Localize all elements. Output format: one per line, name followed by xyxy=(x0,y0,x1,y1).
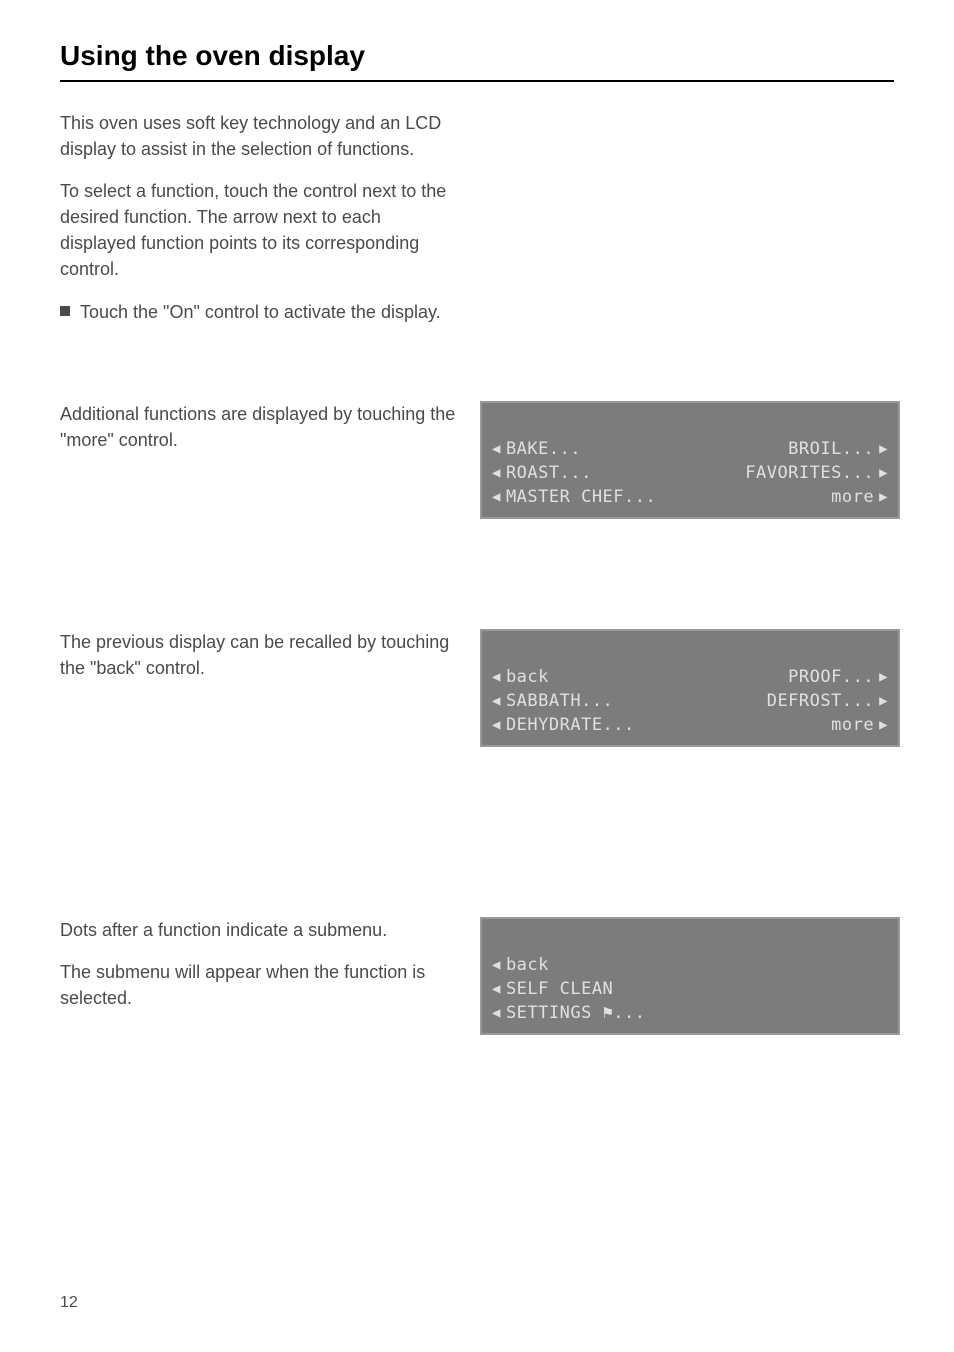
arrow-right-icon: ▶ xyxy=(879,465,888,481)
lcd-label: more xyxy=(831,487,874,507)
arrow-right-icon: ▶ xyxy=(879,717,888,733)
intro-section: This oven uses soft key technology and a… xyxy=(60,110,894,341)
section2-display-col: ◀ back PROOF... ▶ ◀ SABBATH... DEFROST..… xyxy=(480,629,900,747)
lcd-item-master-chef[interactable]: ◀ MASTER CHEF... xyxy=(492,487,656,507)
title-divider xyxy=(60,80,894,82)
lcd-item-settings[interactable]: ◀ SETTINGS ⚑... xyxy=(492,1003,646,1023)
lcd-item-bake[interactable]: ◀ BAKE... xyxy=(492,439,581,459)
lcd-row: ◀ MASTER CHEF... more ▶ xyxy=(492,485,888,509)
section-more-functions: Additional functions are displayed by to… xyxy=(60,401,894,519)
section3-paragraph-1: Dots after a function indicate a submenu… xyxy=(60,917,460,943)
lcd-row: ◀ DEHYDRATE... more ▶ xyxy=(492,713,888,737)
lcd-row: ◀ SETTINGS ⚑... xyxy=(492,1001,888,1025)
lcd-panel-1: ◀ BAKE... BROIL... ▶ ◀ ROAST... FAVORITE… xyxy=(480,401,900,519)
lcd-row: ◀ back PROOF... ▶ xyxy=(492,665,888,689)
content-area: This oven uses soft key technology and a… xyxy=(60,110,894,1055)
lcd-item-back[interactable]: ◀ back xyxy=(492,667,549,687)
arrow-right-icon: ▶ xyxy=(879,669,888,685)
intro-paragraph-1: This oven uses soft key technology and a… xyxy=(60,110,460,162)
arrow-left-icon: ◀ xyxy=(492,1005,501,1021)
lcd-label: BROIL... xyxy=(788,439,874,459)
lcd-item-sabbath[interactable]: ◀ SABBATH... xyxy=(492,691,613,711)
section1-display-col: ◀ BAKE... BROIL... ▶ ◀ ROAST... FAVORITE… xyxy=(480,401,900,519)
lcd-label: back xyxy=(506,667,549,687)
lcd-row: ◀ SABBATH... DEFROST... ▶ xyxy=(492,689,888,713)
lcd-label: SABBATH... xyxy=(506,691,613,711)
lcd-row: ◀ BAKE... BROIL... ▶ xyxy=(492,437,888,461)
lcd-item-self-clean[interactable]: ◀ SELF CLEAN xyxy=(492,979,613,999)
bullet-item: Touch the "On" control to activate the d… xyxy=(60,299,460,325)
arrow-left-icon: ◀ xyxy=(492,693,501,709)
bullet-square-icon xyxy=(60,306,70,316)
lcd-label: ROAST... xyxy=(506,463,592,483)
lcd-label: more xyxy=(831,715,874,735)
arrow-right-icon: ▶ xyxy=(879,693,888,709)
section-gap xyxy=(60,767,894,917)
section-submenu: Dots after a function indicate a submenu… xyxy=(60,917,894,1035)
lcd-panel-3: ◀ back ◀ SELF CLEAN ◀ SETTINGS ⚑... xyxy=(480,917,900,1035)
section2-paragraph: The previous display can be recalled by … xyxy=(60,629,460,681)
lcd-row: ◀ ROAST... FAVORITES... ▶ xyxy=(492,461,888,485)
section1-paragraph: Additional functions are displayed by to… xyxy=(60,401,460,453)
section1-text: Additional functions are displayed by to… xyxy=(60,401,460,469)
lcd-row: ◀ back xyxy=(492,953,888,977)
arrow-left-icon: ◀ xyxy=(492,717,501,733)
page-title: Using the oven display xyxy=(60,40,894,72)
arrow-left-icon: ◀ xyxy=(492,669,501,685)
page-number: 12 xyxy=(60,1294,78,1312)
lcd-item-more[interactable]: more ▶ xyxy=(831,487,888,507)
arrow-left-icon: ◀ xyxy=(492,981,501,997)
bullet-text: Touch the "On" control to activate the d… xyxy=(80,299,460,325)
lcd-label: MASTER CHEF... xyxy=(506,487,656,507)
lcd-item-back[interactable]: ◀ back xyxy=(492,955,549,975)
section3-display-col: ◀ back ◀ SELF CLEAN ◀ SETTINGS ⚑... xyxy=(480,917,900,1035)
section2-text: The previous display can be recalled by … xyxy=(60,629,460,697)
section3-text: Dots after a function indicate a submenu… xyxy=(60,917,460,1027)
lcd-item-broil[interactable]: BROIL... ▶ xyxy=(788,439,888,459)
lcd-label: FAVORITES... xyxy=(745,463,874,483)
arrow-left-icon: ◀ xyxy=(492,489,501,505)
arrow-right-icon: ▶ xyxy=(879,489,888,505)
lcd-label: SETTINGS ⚑... xyxy=(506,1003,646,1023)
lcd-label: BAKE... xyxy=(506,439,581,459)
lcd-label: DEFROST... xyxy=(767,691,874,711)
lcd-label: SELF CLEAN xyxy=(506,979,613,999)
lcd-row: ◀ SELF CLEAN xyxy=(492,977,888,1001)
arrow-right-icon: ▶ xyxy=(879,441,888,457)
lcd-item-defrost[interactable]: DEFROST... ▶ xyxy=(767,691,888,711)
intro-text: This oven uses soft key technology and a… xyxy=(60,110,460,341)
lcd-label: PROOF... xyxy=(788,667,874,687)
section3-paragraph-2: The submenu will appear when the functio… xyxy=(60,959,460,1011)
arrow-left-icon: ◀ xyxy=(492,957,501,973)
lcd-label: DEHYDRATE... xyxy=(506,715,635,735)
lcd-item-proof[interactable]: PROOF... ▶ xyxy=(788,667,888,687)
arrow-left-icon: ◀ xyxy=(492,465,501,481)
lcd-panel-2: ◀ back PROOF... ▶ ◀ SABBATH... DEFROST..… xyxy=(480,629,900,747)
lcd-item-roast[interactable]: ◀ ROAST... xyxy=(492,463,592,483)
section-back-control: The previous display can be recalled by … xyxy=(60,629,894,747)
lcd-item-dehydrate[interactable]: ◀ DEHYDRATE... xyxy=(492,715,635,735)
intro-paragraph-2: To select a function, touch the control … xyxy=(60,178,460,282)
arrow-left-icon: ◀ xyxy=(492,441,501,457)
lcd-label: back xyxy=(506,955,549,975)
section-gap xyxy=(60,539,894,629)
lcd-item-favorites[interactable]: FAVORITES... ▶ xyxy=(745,463,888,483)
lcd-item-more[interactable]: more ▶ xyxy=(831,715,888,735)
